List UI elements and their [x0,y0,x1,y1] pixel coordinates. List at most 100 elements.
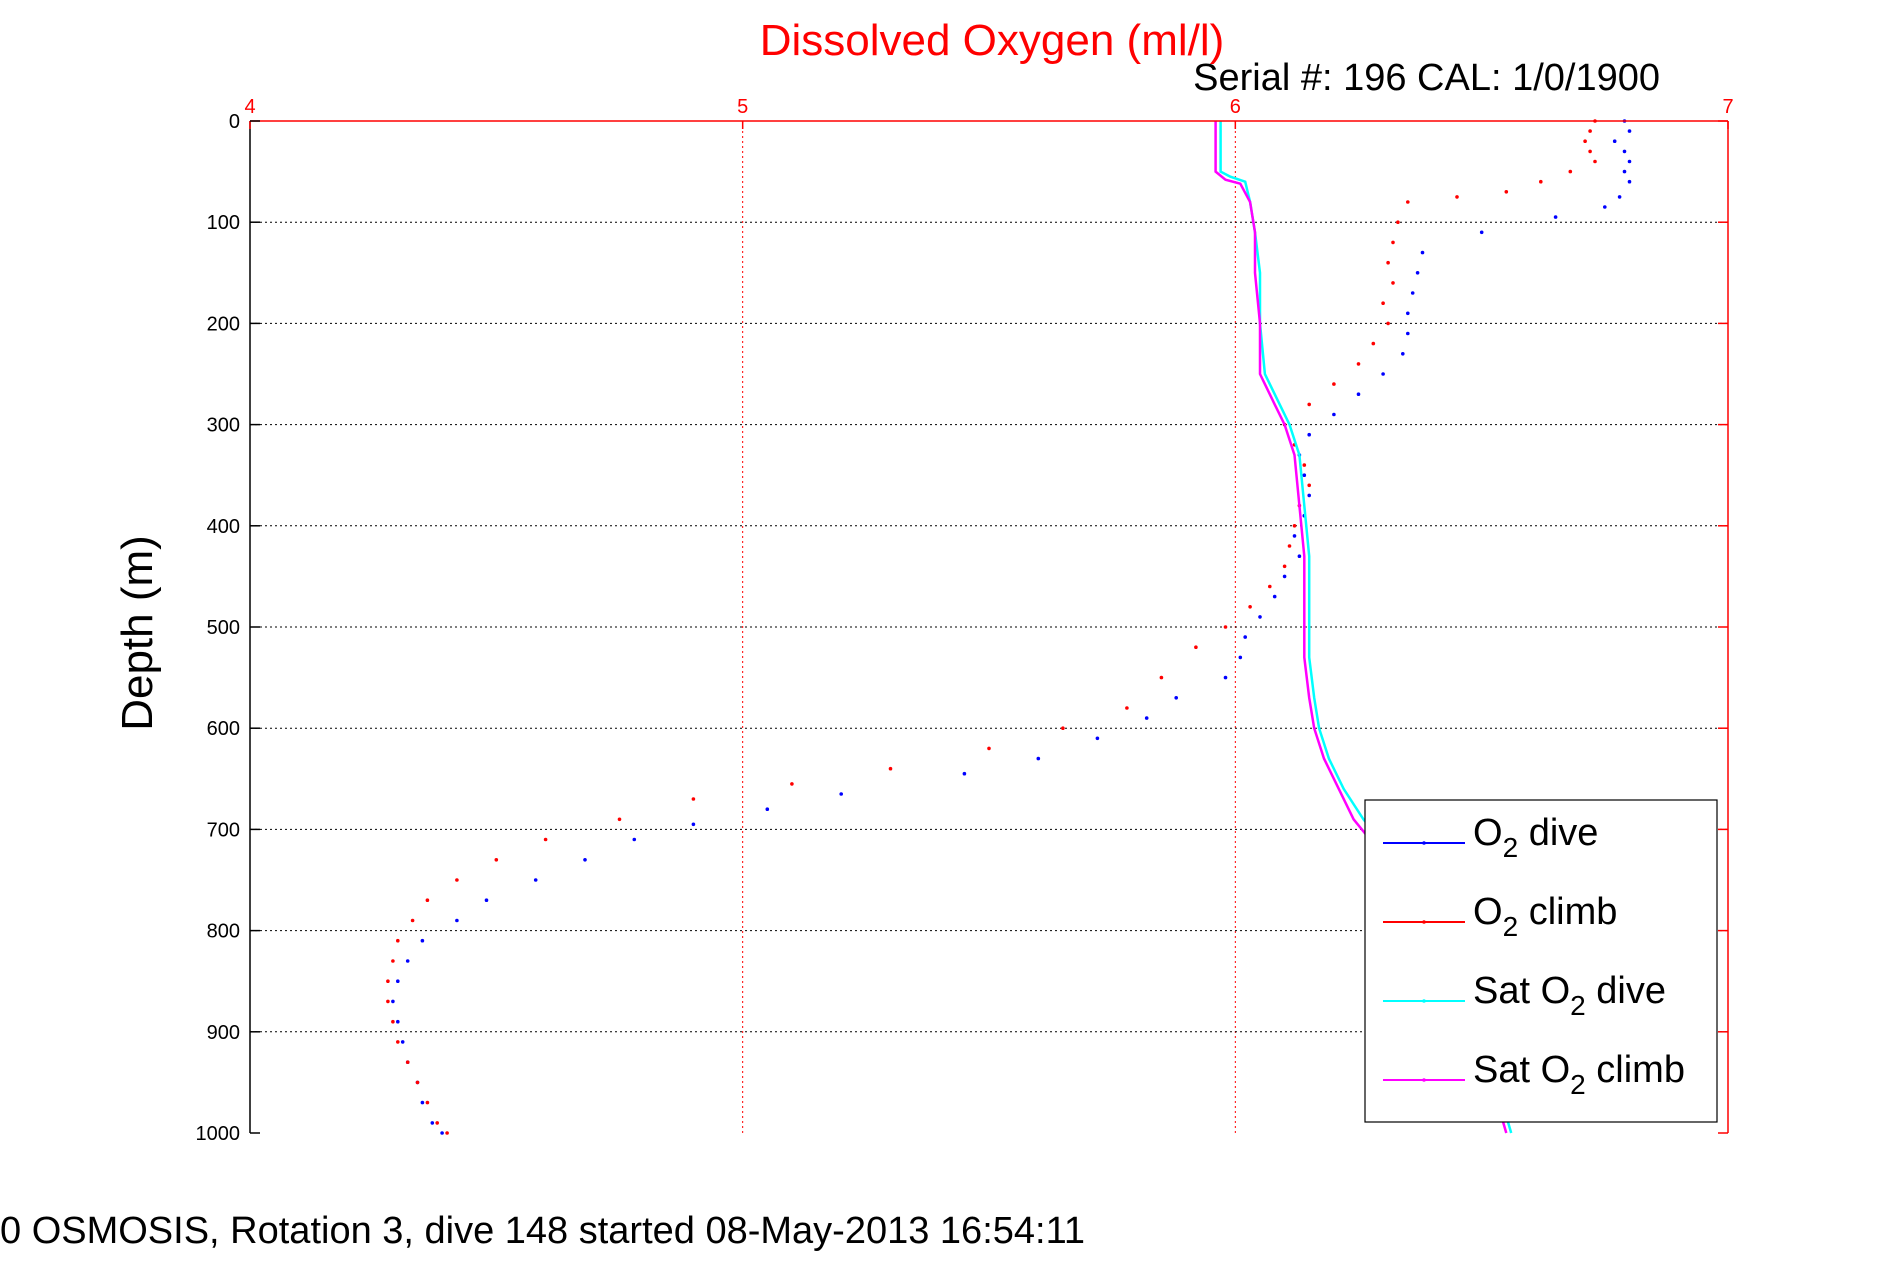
data-point-o2-climb [1568,169,1573,174]
data-point-o2-climb [1292,524,1297,528]
data-point-o2-climb [1539,179,1543,184]
x-tick-label: 4 [244,96,255,118]
y-tick-label: 0 [229,111,240,133]
data-point-o2-dive [1479,230,1484,235]
data-point-o2-dive [1243,635,1247,639]
data-point-o2-dive [1622,169,1627,174]
data-point-o2-dive [1036,756,1041,761]
data-point-o2-climb [405,1060,410,1064]
data-point-o2-climb [1307,402,1311,407]
legend-label: Sat O2 dive [1473,970,1666,1021]
data-point-o2-climb [1194,645,1198,649]
y-tick-label: 400 [207,516,240,538]
data-point-o2-dive [1410,291,1415,295]
y-tick-label: 200 [207,313,240,335]
legend-label: O2 climb [1473,891,1617,942]
data-point-o2-climb [1287,544,1292,548]
data-point-o2-climb [391,959,395,963]
data-point-o2-climb [1371,341,1376,346]
data-point-o2-climb [1125,706,1129,710]
data-point-o2-dive [1381,372,1385,376]
data-point-o2-dive [1302,473,1307,478]
data-point-o2-dive [1622,149,1627,154]
data-point-o2-dive [396,979,400,983]
data-point-o2-climb [1583,139,1587,143]
data-point-o2-dive [1603,205,1607,209]
data-point-o2-dive [1297,554,1302,558]
data-point-o2-climb [1282,564,1287,569]
legend-box [1364,799,1718,1123]
data-point-o2-dive [396,1019,400,1024]
data-point-o2-dive [1406,331,1410,336]
y-tick-label: 900 [207,1022,240,1044]
data-point-o2-dive [1174,696,1178,700]
data-point-o2-climb [543,837,548,842]
data-point-o2-dive [1292,534,1297,538]
data-point-o2-climb [1386,260,1390,265]
data-point-o2-dive [691,822,696,827]
data-point-o2-climb [494,858,499,862]
data-point-o2-climb [415,1080,420,1085]
data-point-o2-dive [1258,615,1262,619]
data-point-o2-climb [386,979,390,983]
chart-subtitle: Serial #: 196 CAL: 1/0/1900 [1193,57,1660,99]
y-tick-label: 700 [207,819,240,841]
data-point-o2-climb [1455,195,1459,199]
data-point-o2-climb [1381,301,1385,306]
data-point-o2-dive [1612,139,1617,143]
legend-marker [1422,920,1426,924]
data-point-o2-climb [386,999,390,1004]
data-point-o2-climb [1588,129,1592,133]
data-point-o2-dive [420,1100,425,1105]
data-point-o2-dive [1617,195,1622,199]
data-point-o2-dive [1356,392,1361,397]
data-point-o2-climb [396,1040,400,1044]
y-tick-label: 800 [207,921,240,943]
data-point-o2-climb [888,766,893,771]
data-point-o2-climb [1504,190,1509,194]
legend-label: Sat O2 climb [1473,1049,1685,1100]
data-point-o2-climb [396,938,400,943]
data-point-o2-climb [1061,726,1065,730]
data-point-o2-dive [1627,159,1632,164]
data-point-o2-dive [1238,655,1243,660]
data-point-o2-climb [1268,584,1272,589]
data-point-o2-climb [1406,200,1410,204]
footer-caption: 0 OSMOSIS, Rotation 3, dive 148 started … [0,1210,1086,1252]
data-point-o2-climb [1396,220,1400,224]
data-point-o2-climb [1302,463,1307,467]
data-point-o2-climb [1307,483,1311,488]
data-point-o2-climb [1593,159,1597,164]
data-point-o2-dive [430,1121,435,1125]
data-point-o2-dive [839,792,843,796]
data-point-o2-dive [1420,250,1425,255]
data-point-o2-climb [1248,605,1252,609]
data-point-o2-dive [1415,271,1420,275]
data-point-o2-dive [1307,493,1311,498]
y-tick-label: 600 [207,718,240,740]
data-point-o2-dive [962,771,967,776]
data-point-o2-dive [1282,574,1287,579]
data-point-o2-dive [1272,594,1277,599]
data-point-o2-dive [400,1040,405,1044]
data-point-o2-dive [1095,736,1100,741]
data-point-o2-dive [632,837,637,842]
data-point-o2-dive [455,918,459,923]
data-point-o2-climb [455,878,459,882]
data-point-o2-climb [391,1019,395,1024]
legend: O2 dive O2 climb Sat O2 dive Sat O2 climb [1364,799,1718,1123]
data-point-o2-dive [1406,311,1410,316]
ticks: 4 5 6 7 0 100 200 300 400 500 600 700 800 900 1000 [196,96,1734,1145]
data-point-o2-dive [484,898,489,902]
data-point-o2-dive [583,858,587,862]
legend-marker [1422,1078,1426,1082]
data-point-o2-climb [617,817,622,822]
data-point-o2-climb [691,797,696,801]
data-point-o2-dive [765,807,770,811]
data-point-o2-climb [790,782,794,786]
chart-title: Dissolved Oxygen (ml/l) [760,16,1225,65]
data-point-o2-dive [420,938,425,943]
data-point-o2-dive [391,999,395,1004]
data-point-o2-dive [440,1131,444,1135]
